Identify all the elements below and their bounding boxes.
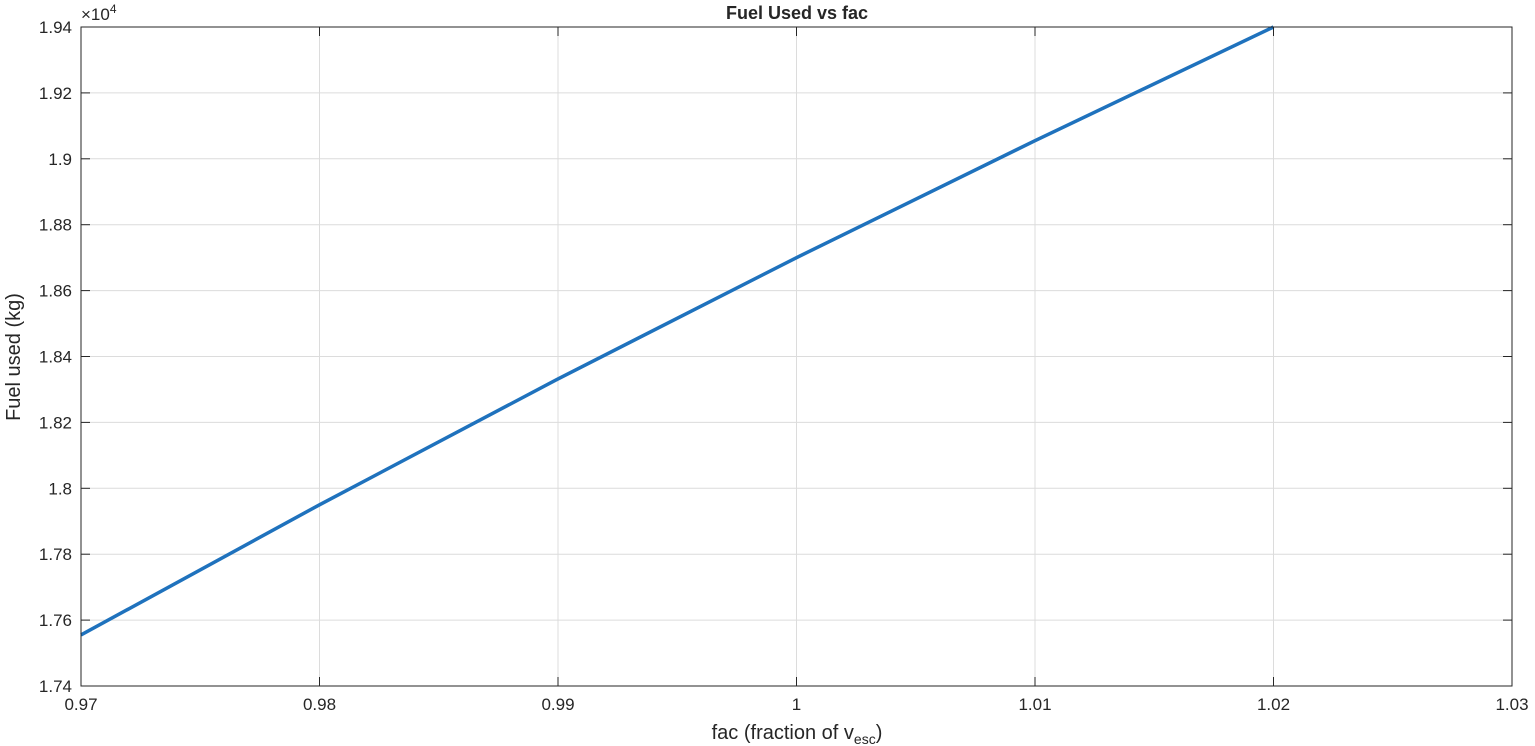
y-tick-label: 1.78 (39, 545, 72, 564)
y-exponent-power: 4 (110, 2, 117, 16)
y-tick-label: 1.82 (39, 413, 72, 432)
x-tick-label: 1 (792, 695, 801, 714)
y-tick-label: 1.92 (39, 84, 72, 103)
y-tick-label: 1.88 (39, 216, 72, 235)
y-tick-label: 1.8 (48, 479, 72, 498)
x-tick-label: 0.97 (64, 695, 97, 714)
y-tick-labels: 1.74 1.76 1.78 1.8 1.82 1.84 1.86 1.88 1.9 1.92 1.… (39, 18, 72, 696)
series-group (80, 25, 1275, 637)
x-tick-label: 1.01 (1018, 695, 1051, 714)
chart-title: Fuel Used vs fac (726, 3, 868, 23)
x-tick-labels: 0.97 0.98 0.99 1 1.01 1.02 1.03 (64, 695, 1528, 714)
x-axis-label-close: ) (876, 722, 883, 744)
y-exponent-label: ×104 (81, 2, 117, 24)
y-tick-label: 1.94 (39, 18, 72, 37)
series-line-fuel-used (80, 25, 1275, 637)
tick-marks (80, 26, 1513, 687)
y-exponent-base: ×10 (81, 5, 110, 24)
x-tick-label: 1.02 (1257, 695, 1290, 714)
y-tick-label: 1.76 (39, 611, 72, 630)
y-axis-label: Fuel used (kg) (3, 293, 25, 421)
x-tick-label: 1.03 (1495, 695, 1528, 714)
grid-lines (80, 26, 1513, 687)
y-tick-label: 1.86 (39, 282, 72, 301)
x-tick-label: 0.99 (541, 695, 574, 714)
x-axis-label: fac (fraction of vesc) (712, 722, 883, 746)
x-axis-label-subscript: esc (854, 731, 876, 746)
y-tick-label: 1.84 (39, 348, 72, 367)
y-tick-label: 1.74 (39, 677, 72, 696)
y-tick-label: 1.9 (48, 150, 72, 169)
x-axis-label-main: fac (fraction of v (712, 722, 854, 744)
x-tick-label: 0.98 (303, 695, 336, 714)
